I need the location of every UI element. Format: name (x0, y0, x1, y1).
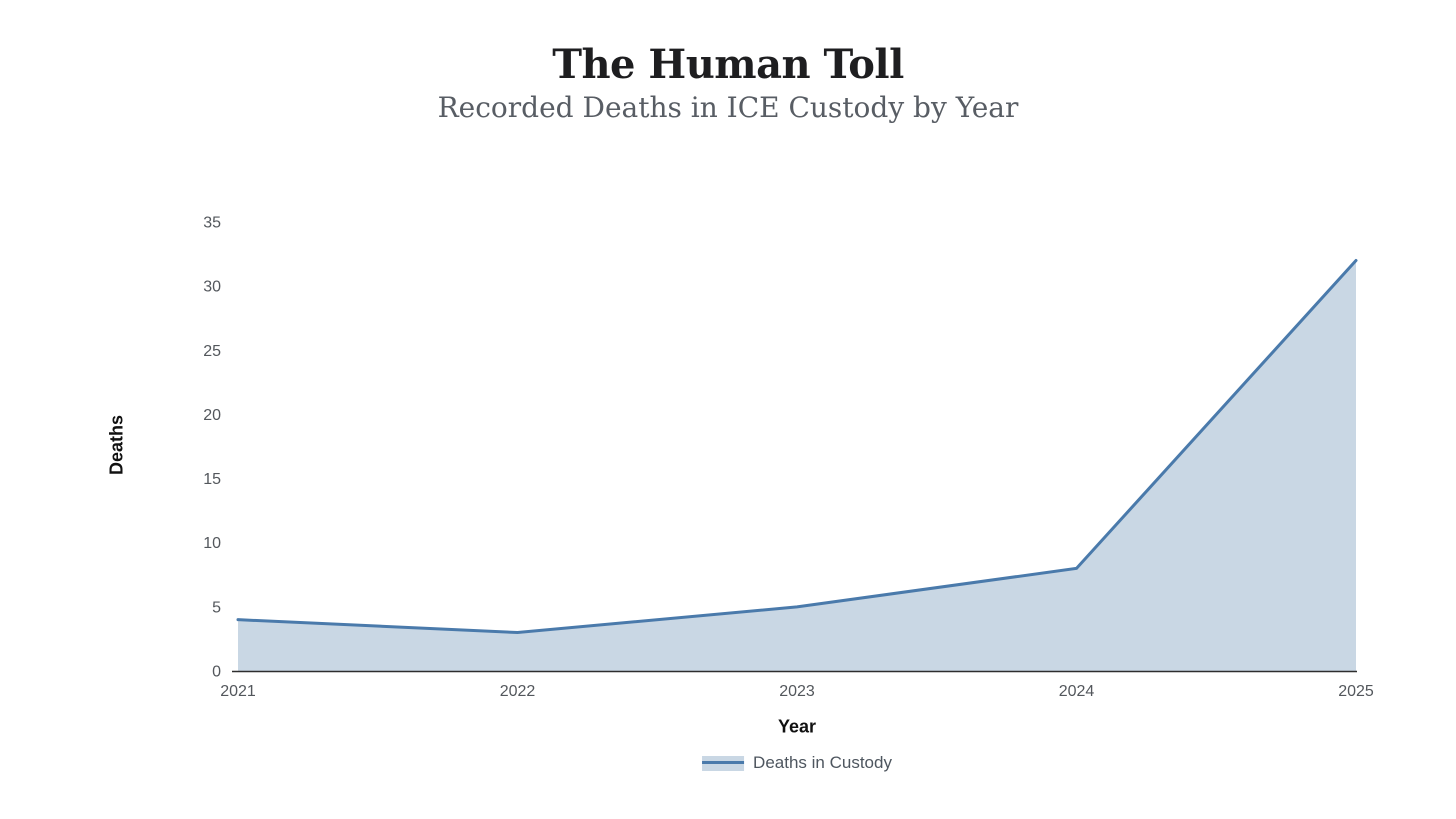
legend-label: Deaths in Custody (753, 753, 892, 772)
y-tick-label: 5 (212, 599, 221, 616)
y-tick-label: 30 (203, 279, 221, 296)
legend: Deaths in Custody (702, 753, 892, 773)
y-tick-label: 20 (203, 407, 221, 424)
x-tick-label: 2024 (1059, 683, 1095, 700)
chart-subtitle: Recorded Deaths in ICE Custody by Year (437, 91, 1019, 124)
x-tick-label: 2025 (1338, 683, 1374, 700)
legend-swatch-icon (702, 755, 745, 771)
data-line (236, 258, 1358, 635)
x-tick-label: 2021 (220, 683, 256, 700)
y-tick-label: 35 (203, 215, 221, 232)
x-tick-label: 2023 (779, 683, 815, 700)
y-tick-label: 15 (203, 471, 221, 488)
y-axis-label: Deaths (106, 414, 127, 476)
chart-title: The Human Toll (552, 41, 904, 88)
y-tick-label: 25 (203, 343, 221, 360)
x-axis-label: Year (777, 716, 817, 737)
x-tick-label: 2022 (500, 683, 536, 700)
area-fill (238, 260, 1356, 671)
y-tick-label: 0 (212, 664, 221, 681)
legend-swatch-line-icon (702, 760, 745, 764)
y-tick-label: 10 (203, 535, 221, 552)
